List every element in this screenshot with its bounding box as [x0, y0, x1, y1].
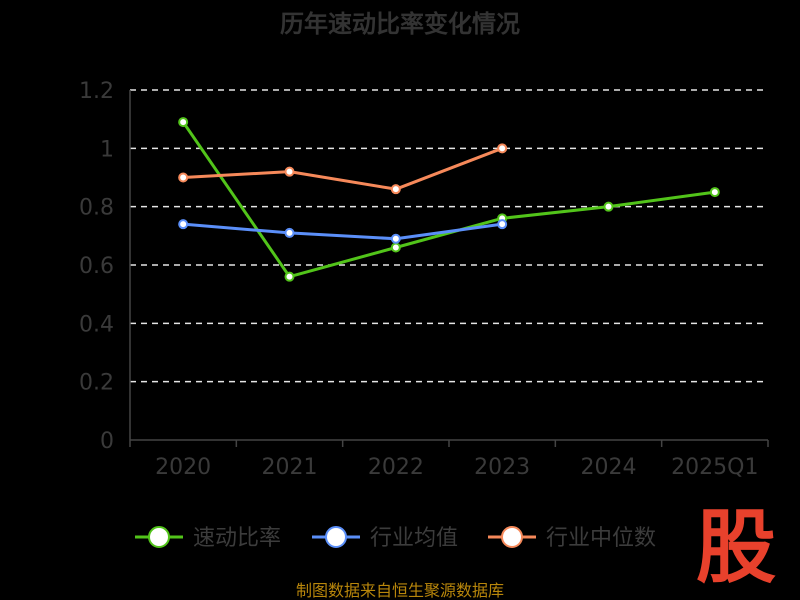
legend-item[interactable]: 行业均值 [312, 526, 458, 551]
data-point [603, 201, 614, 212]
y-tick-label: 0.2 [79, 371, 114, 396]
data-point [178, 172, 189, 183]
data-point [390, 184, 401, 195]
logo: 股 [696, 501, 776, 594]
y-tick-label: 1.2 [79, 79, 114, 104]
legend-label: 速动比率 [193, 526, 281, 551]
grid-lines [130, 89, 768, 383]
x-tick-label: 2022 [368, 455, 424, 480]
x-tick-label: 2024 [581, 455, 637, 480]
data-point [178, 219, 189, 230]
legend-label: 行业均值 [370, 526, 458, 551]
x-tick-label: 2021 [262, 455, 318, 480]
data-point [178, 117, 189, 128]
legend-label: 行业中位数 [546, 526, 656, 551]
legend-marker [148, 526, 170, 548]
data-point [390, 233, 401, 244]
x-tick-label: 2023 [474, 455, 530, 480]
series-lines [178, 117, 720, 282]
y-tick-label: 0.8 [79, 196, 114, 221]
y-tick-label: 0.4 [79, 312, 114, 337]
y-tick-label: 0 [100, 429, 114, 454]
data-point [497, 143, 508, 154]
legend-item[interactable]: 速动比率 [135, 526, 281, 551]
y-tick-label: 0.6 [79, 254, 114, 279]
data-point [709, 187, 720, 198]
data-point [284, 166, 295, 177]
legend: 速动比率 行业均值 行业中位数 [135, 526, 656, 551]
x-tick-label: 2020 [155, 455, 211, 480]
data-point [390, 242, 401, 253]
data-point [497, 219, 508, 230]
legend-item[interactable]: 行业中位数 [488, 526, 656, 551]
source-note: 制图数据来自恒生聚源数据库 [296, 581, 504, 600]
x-tick-label: 2025Q1 [671, 455, 758, 480]
y-tick-label: 1 [100, 137, 114, 162]
series-line [183, 222, 503, 241]
axes: 0 0.2 0.4 0.6 0.8 1 1.2 2020 2021 2022 2023 2024 202… [79, 79, 769, 480]
data-point [284, 227, 295, 238]
series-line [183, 146, 503, 191]
data-point [284, 271, 295, 282]
series-line [181, 121, 716, 279]
chart-title: 历年速动比率变化情况 [280, 10, 520, 38]
legend-marker [325, 526, 347, 548]
legend-marker [501, 526, 523, 548]
